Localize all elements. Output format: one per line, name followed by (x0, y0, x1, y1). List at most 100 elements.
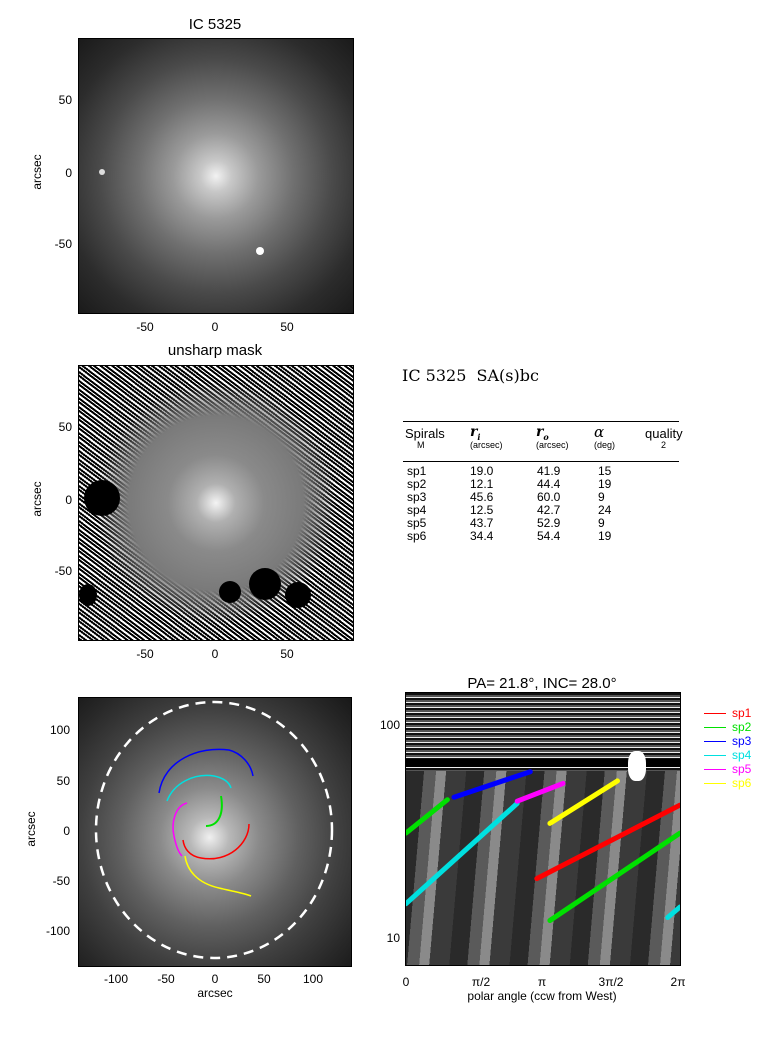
legend-swatch (704, 727, 726, 728)
series-line-sp1 (534, 802, 680, 882)
cell-alpha: 24 (598, 503, 612, 517)
header-quality: quality (645, 426, 683, 441)
panel-top-title: IC 5325 (188, 16, 242, 33)
ytick: -50 (54, 564, 72, 578)
galaxy-header: IC 5325 SA(s)bc (402, 366, 539, 385)
polar-background (406, 771, 680, 965)
panel-mid-title: unsharp mask (167, 342, 263, 359)
cell-alpha: 15 (598, 464, 612, 478)
header-ro: ro (536, 424, 549, 442)
cell-ro: 54.4 (537, 529, 561, 543)
legend-item-sp1: sp1 (704, 706, 774, 720)
xtick: 0 (211, 647, 219, 661)
cell-name: sp5 (407, 516, 427, 530)
overlay-sp6 (184, 855, 252, 897)
xtick: π/2 (471, 975, 491, 989)
header-ro-symbol: r (536, 424, 544, 440)
legend-item-sp4: sp4 (704, 748, 774, 762)
legend-label: sp6 (732, 776, 752, 790)
masked-star (84, 480, 120, 516)
xtick: 50 (257, 972, 271, 986)
cell-name: sp6 (407, 529, 427, 543)
xtick: -50 (136, 320, 154, 334)
panel-bottom-xlabel: arcsec (197, 986, 233, 1000)
ytick: 10 (386, 931, 400, 945)
cell-ri: 12.1 (470, 477, 494, 491)
legend-label: sp5 (732, 762, 752, 776)
cell-ri: 12.5 (470, 503, 494, 517)
ytick: 0 (63, 824, 70, 838)
cell-ro: 41.9 (537, 464, 561, 478)
legend-swatch (704, 755, 726, 756)
overlay-sp4 (166, 774, 232, 802)
header-ri-subscript: i (477, 431, 481, 442)
xtick: 50 (280, 320, 294, 334)
header-m: M (417, 440, 425, 450)
header-alpha: α (594, 423, 605, 441)
star-marker (256, 247, 264, 255)
legend-swatch (704, 769, 726, 770)
ytick: 100 (379, 718, 400, 732)
cell-alpha: 9 (598, 490, 605, 504)
overlay-sp3 (158, 748, 254, 794)
legend: sp1 sp2 sp3 sp4 sp5 sp6 (704, 706, 774, 796)
cell-ro: 60.0 (537, 490, 561, 504)
cell-name: sp3 (407, 490, 427, 504)
table-mid-rule (403, 461, 679, 462)
galaxy-image (78, 38, 354, 314)
xtick: -100 (103, 972, 129, 986)
cell-name: sp1 (407, 464, 427, 478)
cell-alpha: 9 (598, 516, 605, 530)
legend-label: sp3 (732, 734, 752, 748)
legend-item-sp6: sp6 (704, 776, 774, 790)
masked-star (285, 582, 311, 608)
series-line-sp2 (406, 797, 450, 836)
polar-plot-area (405, 692, 681, 966)
legend-swatch (704, 783, 726, 784)
xtick: -50 (136, 647, 154, 661)
overlay-sp2 (205, 795, 223, 827)
series-line-sp3 (451, 769, 533, 800)
xtick: 100 (302, 972, 324, 986)
cell-alpha: 19 (598, 477, 612, 491)
xtick: 3π/2 (598, 975, 624, 989)
star-marker (99, 169, 105, 175)
header-quality-sub: 2 (661, 440, 667, 450)
legend-label: sp1 (732, 706, 752, 720)
polar-plot-title: PA= 21.8°, INC= 28.0° (467, 675, 617, 692)
bright-feature (628, 751, 646, 781)
ytick: 100 (49, 723, 70, 737)
ytick: 50 (56, 774, 70, 788)
overlay-sp1 (182, 823, 250, 860)
legend-label: sp4 (732, 748, 752, 762)
series-line-sp4 (665, 904, 680, 920)
header-ri-symbol: r (470, 424, 478, 440)
unsharp-mask-image (78, 365, 354, 641)
cell-ri: 45.6 (470, 490, 494, 504)
table-top-rule (403, 421, 679, 422)
galaxy-overlay-image (78, 697, 352, 967)
ytick: -100 (45, 924, 70, 938)
legend-item-sp5: sp5 (704, 762, 774, 776)
series-line-sp4 (406, 800, 520, 907)
cell-ro: 42.7 (537, 503, 561, 517)
boundary-ellipse (94, 700, 334, 960)
polar-svg (406, 769, 680, 923)
cell-name: sp4 (407, 503, 427, 517)
legend-swatch (704, 713, 726, 714)
series-line-sp6 (547, 778, 620, 826)
overlay-sp5 (172, 802, 188, 857)
cell-name: sp2 (407, 477, 427, 491)
header-ri-unit: (arcsec) (470, 440, 503, 450)
header-ro-unit: (arcsec) (536, 440, 569, 450)
legend-label: sp2 (732, 720, 752, 734)
dark-band (406, 759, 680, 767)
ytick: 50 (58, 420, 72, 434)
legend-item-sp3: sp3 (704, 734, 774, 748)
masked-star (219, 581, 241, 603)
ytick: 0 (65, 493, 72, 507)
ytick: 50 (58, 93, 72, 107)
xtick: 50 (280, 647, 294, 661)
cell-alpha: 19 (598, 529, 612, 543)
